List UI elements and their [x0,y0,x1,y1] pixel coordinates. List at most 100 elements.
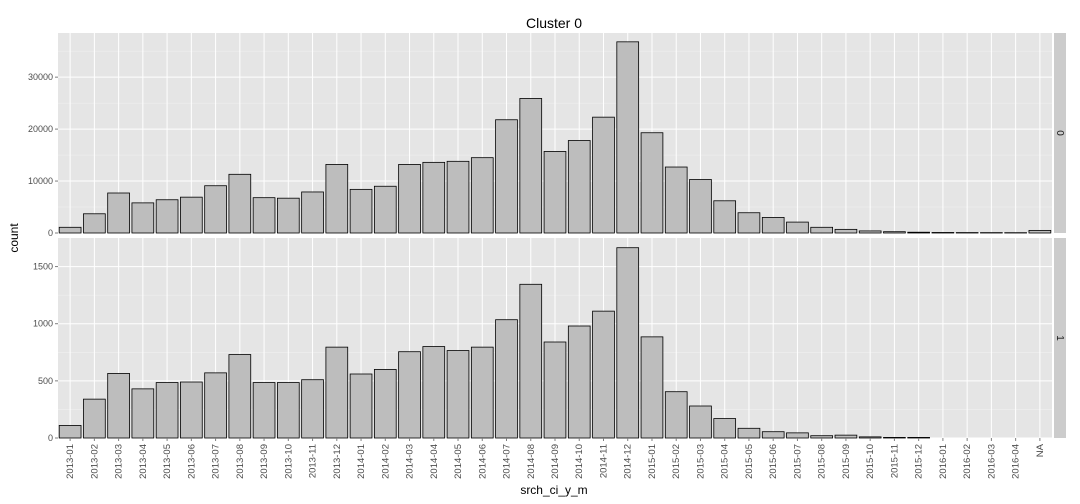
x-tick-label-2015-08: 2015-08 [817,444,828,479]
y-tick-label: 0 [48,433,53,443]
bar-2014-05-facet-1 [446,350,470,439]
bar-2015-09-facet-0 [834,228,858,234]
bar-2013-01-facet-1 [58,425,82,439]
bar-2014-04-facet-0 [422,161,446,234]
y-tick-label: 20000 [28,124,53,134]
facet-strip [1054,238,1066,438]
bar-2013-12-facet-0 [325,164,349,234]
bar-2013-04-facet-1 [131,388,155,439]
bar-2013-02-facet-1 [83,398,106,439]
bar-2015-01-facet-0 [640,132,664,234]
y-tick-label: 10000 [28,176,53,186]
bar-2013-09-facet-0 [252,197,276,234]
bar-2015-03-facet-1 [689,405,712,439]
bar-2015-07-facet-0 [786,221,809,234]
x-tick-label-2014-09: 2014-09 [550,444,561,479]
bar-2014-08-facet-0 [519,98,543,234]
bar-2015-02-facet-1 [664,391,688,439]
bar-2013-08-facet-1 [228,354,252,439]
x-tick-label-2015-03: 2015-03 [695,444,706,479]
bar-2013-07-facet-0 [204,185,227,234]
bar-2013-03-facet-1 [107,373,130,439]
bar-2015-07-facet-1 [786,432,809,439]
bar-2016-01-facet-0 [931,232,955,234]
bar-2013-08-facet-0 [228,173,252,234]
x-tick-label-2015-11: 2015-11 [889,444,900,478]
bar-2014-10-facet-1 [567,325,591,439]
bar-2014-07-facet-1 [495,319,518,439]
x-tick-label-2013-09: 2013-09 [259,444,270,479]
x-tick-label-2013-03: 2013-03 [114,444,125,479]
bar-2015-05-facet-0 [737,212,761,234]
x-tick-label-2015-02: 2015-02 [671,444,682,479]
x-axis-title: srch_ci_y_m [520,483,587,497]
x-tick-label-2013-04: 2013-04 [138,444,149,479]
bar-2013-10-facet-1 [277,382,300,439]
x-tick-label-2013-12: 2013-12 [332,444,343,479]
x-tick-label-2013-01: 2013-01 [65,444,76,479]
bar-2015-08-facet-1 [810,435,833,439]
bar-2014-06-facet-0 [470,157,494,234]
bar-2015-08-facet-0 [810,226,833,234]
bar-2013-07-facet-1 [204,372,227,439]
bar-2014-02-facet-0 [373,185,397,234]
bar-2013-06-facet-1 [180,381,203,439]
bar-2013-10-facet-0 [277,197,300,234]
chart-title: Cluster 0 [526,15,582,31]
x-tick-label-2015-06: 2015-06 [768,444,779,479]
x-tick-label-2015-05: 2015-05 [744,444,755,479]
x-axis: 2013-01 2013-02 2013-03 2013-04 2013-05 2013-… [65,438,1046,479]
bar-2013-01-facet-0 [58,226,82,234]
bar-2014-12-facet-0 [616,41,640,234]
bar-2015-09-facet-1 [834,434,858,439]
x-tick-label-2016-02: 2016-02 [962,444,973,479]
x-tick-label-NA: NA [1035,443,1046,457]
bar-2014-06-facet-1 [470,346,494,439]
bar-2013-04-facet-0 [131,202,155,234]
y-tick-label: 30000 [28,72,53,82]
y-tick-label: 500 [38,376,53,386]
bar-2014-02-facet-1 [373,369,397,439]
facet-strip [1054,33,1066,233]
bar-2014-12-facet-1 [616,247,640,439]
y-axis-title: count [7,223,21,253]
bar-2015-01-facet-1 [640,336,664,439]
x-tick-label-2014-11: 2014-11 [598,444,609,478]
x-tick-label-2014-12: 2014-12 [623,444,634,479]
x-tick-label-2013-05: 2013-05 [162,444,173,479]
facet-panel-0: 0 10000 20000 30000 0 [28,33,1066,238]
x-tick-label-2015-12: 2015-12 [914,444,925,479]
bar-2013-02-facet-0 [83,213,106,234]
bar-2015-03-facet-0 [689,179,712,234]
x-tick-label-2016-03: 2016-03 [986,444,997,479]
bar-2015-11-facet-1 [883,437,906,439]
bar-2013-12-facet-1 [325,346,349,439]
x-tick-label-2014-06: 2014-06 [477,444,488,479]
bar-2014-01-facet-1 [349,373,373,439]
bar-2015-12-facet-1 [907,437,930,439]
y-tick-label: 1500 [33,262,53,272]
facet-panels: 0 10000 20000 30000 0 0 500 1000 1500 1 [28,33,1066,443]
bar-2014-09-facet-0 [543,151,567,234]
bar-2015-11-facet-0 [883,231,906,234]
x-tick-label-2015-07: 2015-07 [792,444,803,479]
bar-2015-06-facet-0 [761,217,785,234]
bar-2014-03-facet-0 [398,164,421,234]
x-tick-label-2013-10: 2013-10 [283,444,294,479]
x-tick-label-2013-02: 2013-02 [89,444,100,479]
bar-2015-10-facet-1 [858,436,882,439]
bar-NA-facet-0 [1028,229,1052,234]
x-tick-label-2013-06: 2013-06 [186,444,197,479]
bar-2014-07-facet-0 [495,119,518,234]
bar-2015-04-facet-0 [713,200,737,234]
bar-2015-05-facet-1 [737,427,761,439]
facet-panel-1: 0 500 1000 1500 1 [33,238,1066,443]
x-tick-label-2013-11: 2013-11 [308,444,319,478]
x-tick-label-2014-05: 2014-05 [453,444,464,479]
x-tick-label-2014-07: 2014-07 [502,444,513,479]
bar-2013-11-facet-0 [301,191,324,234]
bar-2014-08-facet-1 [519,283,543,439]
y-tick-label: 0 [48,228,53,238]
bar-2014-03-facet-1 [398,351,421,439]
x-tick-label-2014-04: 2014-04 [429,444,440,479]
